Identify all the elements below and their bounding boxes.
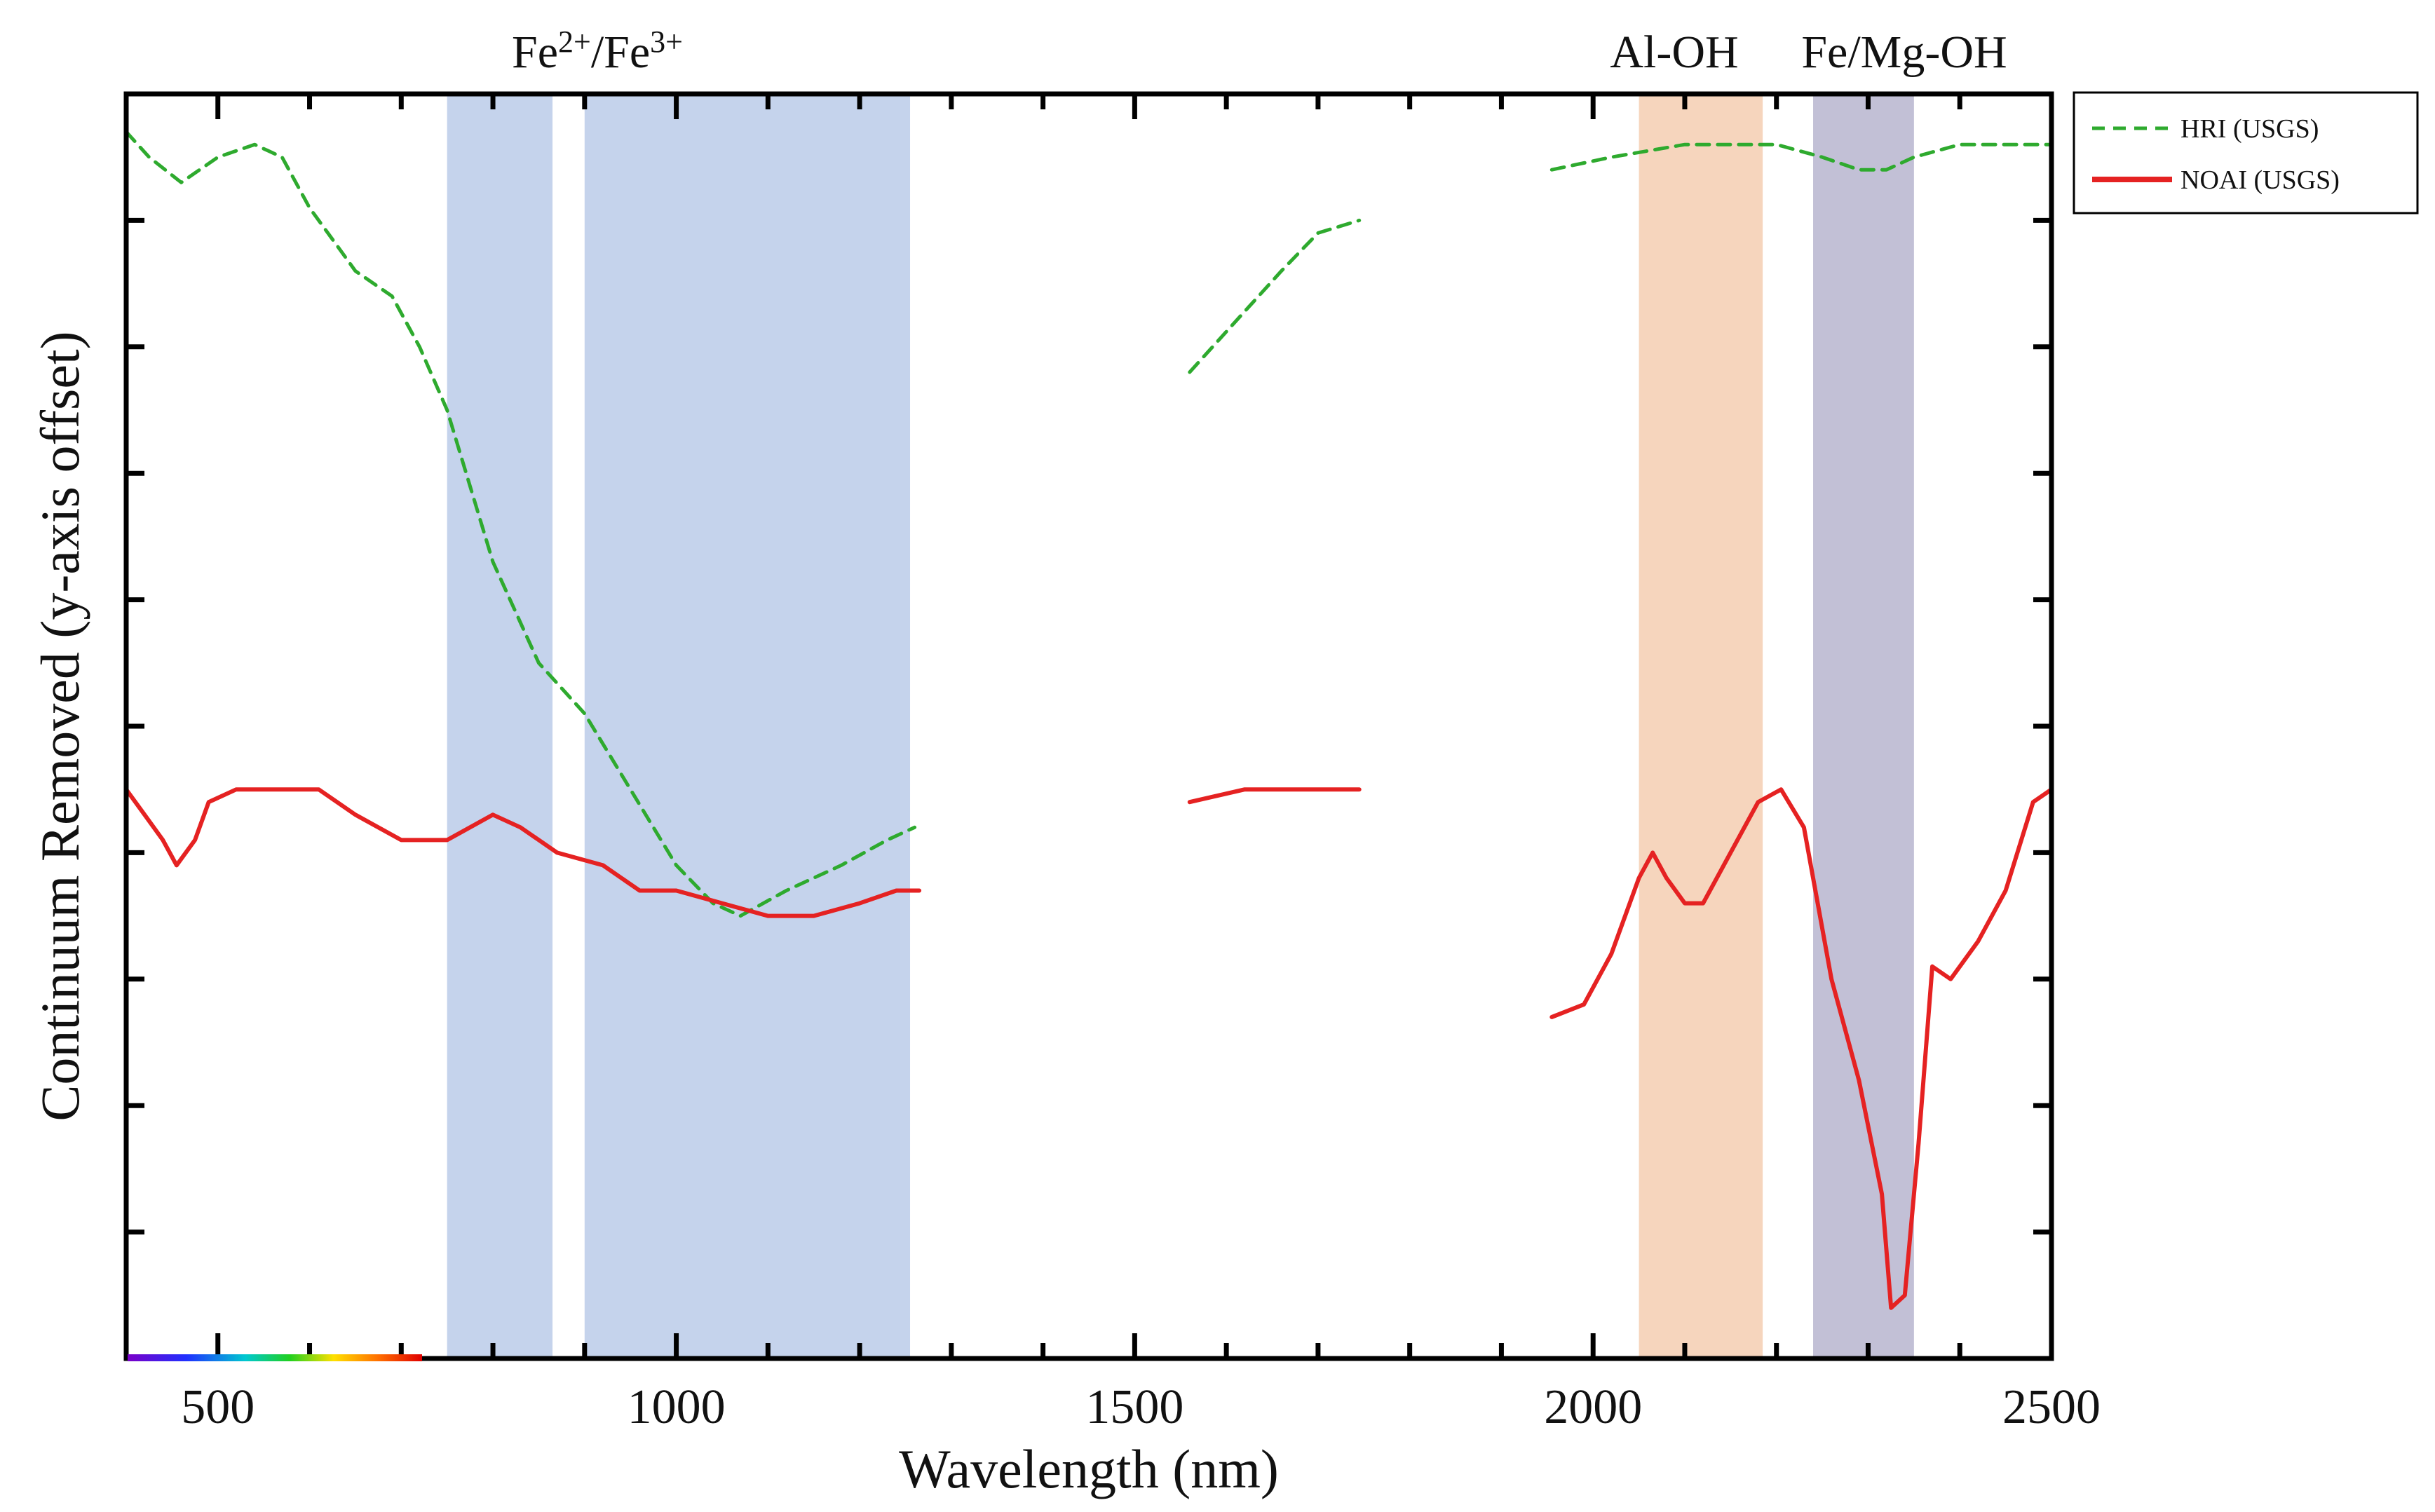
y-axis-title: Continuum Removed (y-axis offset) xyxy=(29,331,90,1121)
band-0-range-0 xyxy=(447,94,553,1358)
legend: HRI (USGS) NOAI (USGS) xyxy=(2073,91,2419,214)
x-tick-label-500: 500 xyxy=(181,1380,255,1434)
fe-band-label: Fe2+/Fe3+ xyxy=(512,25,683,78)
series-1-segment-1 xyxy=(1187,787,1362,805)
series-0-segment-2 xyxy=(1549,142,2054,172)
axis-ticks xyxy=(126,94,2051,1358)
band-0-range-1 xyxy=(584,94,911,1358)
visible-spectrum-bar xyxy=(128,1354,422,1361)
series-0-segment-1 xyxy=(1188,218,1362,374)
legend-hri-label: HRI (USGS) xyxy=(2180,114,2319,144)
x-axis-title: Wavelength (nm) xyxy=(899,1438,1279,1499)
femgoh-band-label: Fe/Mg-OH xyxy=(1801,27,2007,78)
x-tick-labels: 500 1000 1500 2000 2500 xyxy=(181,1380,2101,1434)
x-tick-label-1500: 1500 xyxy=(1085,1380,1183,1434)
band-2-range-0 xyxy=(1813,94,1914,1358)
x-tick-label-2000: 2000 xyxy=(1544,1380,1642,1434)
spectra-series xyxy=(124,130,2054,1310)
band-1-range-0 xyxy=(1639,94,1763,1358)
absorption-bands xyxy=(447,94,1914,1358)
series-1-segment-2 xyxy=(1549,787,2054,1310)
x-tick-label-2500: 2500 xyxy=(2002,1380,2101,1434)
legend-box xyxy=(2073,91,2419,214)
aloh-band-label: Al-OH xyxy=(1610,27,1738,78)
series-1-segment-0 xyxy=(124,787,922,918)
series-0-segment-0 xyxy=(124,130,917,918)
x-tick-label-1000: 1000 xyxy=(628,1380,726,1434)
legend-noai-label: NOAI (USGS) xyxy=(2180,165,2340,195)
